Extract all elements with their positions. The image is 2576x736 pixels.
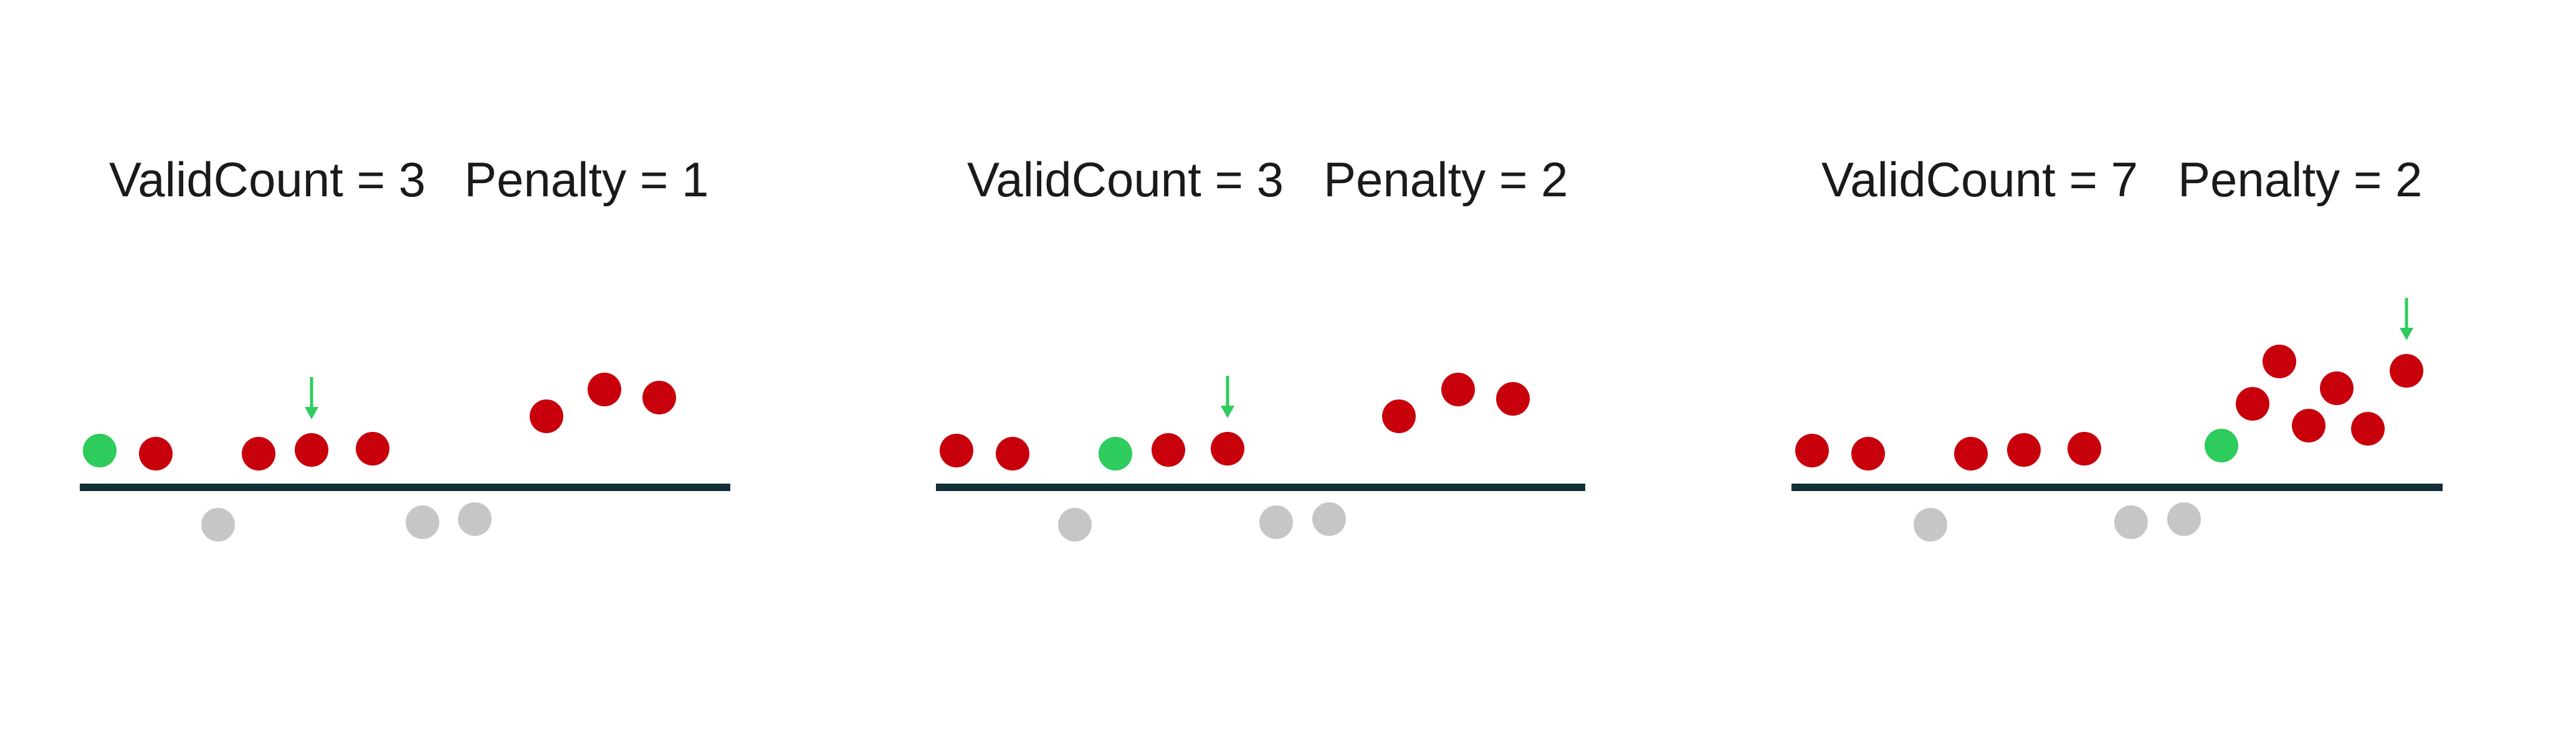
red-dot — [2292, 409, 2326, 442]
valid-count-label: ValidCount = 3 — [109, 152, 426, 207]
down-arrow-icon — [305, 377, 318, 419]
gray-dot — [2114, 505, 2148, 539]
gray-dot — [1259, 505, 1293, 539]
red-dot — [996, 437, 1029, 471]
red-dot — [1382, 399, 1416, 433]
gray-dot — [1914, 508, 1947, 542]
green-dot — [2205, 429, 2238, 462]
gray-dot — [2167, 502, 2201, 536]
red-dot — [1954, 437, 1988, 471]
penalty-label: Penalty = 1 — [464, 152, 708, 207]
panel-1-marks — [80, 373, 730, 542]
gray-dot — [406, 505, 439, 539]
red-dot — [2351, 412, 2385, 446]
red-dot — [1795, 434, 1829, 467]
gray-dot — [1058, 508, 1092, 542]
valid-count-label: ValidCount = 7 — [1821, 152, 2138, 207]
red-dot — [2236, 387, 2269, 421]
red-dot — [1152, 433, 1185, 467]
panel-1: ValidCount = 3 Penalty = 1 — [80, 152, 730, 542]
penalty-label: Penalty = 2 — [2178, 152, 2422, 207]
red-dot — [2007, 433, 2041, 467]
red-dot — [2068, 432, 2101, 466]
red-dot — [2320, 371, 2354, 405]
down-arrow-icon — [2400, 298, 2413, 340]
panel-3-marks — [1791, 298, 2443, 542]
red-dot — [642, 381, 676, 414]
penalty-label: Penalty = 2 — [1324, 152, 1568, 207]
red-dot — [1211, 432, 1244, 466]
down-arrow-icon — [1221, 376, 1234, 418]
gray-dot — [201, 508, 235, 542]
red-dot — [1851, 437, 1885, 471]
red-dot — [530, 399, 563, 433]
red-dot — [1496, 382, 1530, 416]
red-dot — [2263, 345, 2296, 378]
panel-2-marks — [936, 373, 1585, 542]
red-dot — [139, 437, 173, 471]
red-dot — [1441, 373, 1475, 406]
red-dot — [940, 434, 973, 467]
panel-3: ValidCount = 7 Penalty = 2 — [1791, 152, 2443, 542]
red-dot — [242, 437, 275, 471]
valid-count-label: ValidCount = 3 — [967, 152, 1284, 207]
gray-dot — [458, 502, 492, 536]
red-dot — [2390, 354, 2423, 388]
gray-dot — [1312, 502, 1346, 536]
panel-2: ValidCount = 3 Penalty = 2 — [936, 152, 1585, 542]
red-dot — [295, 433, 328, 467]
green-dot — [1099, 437, 1132, 471]
red-dot — [356, 432, 389, 466]
red-dot — [588, 373, 621, 406]
green-dot — [83, 434, 117, 467]
